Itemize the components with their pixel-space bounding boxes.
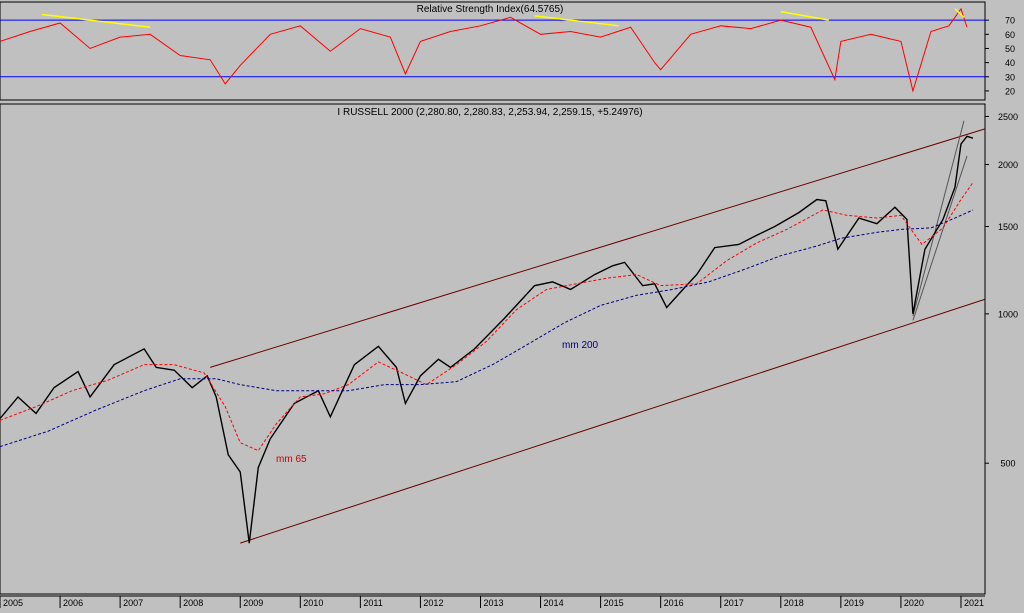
price-lines bbox=[0, 120, 986, 544]
x-tick-label: 2021 bbox=[964, 598, 984, 608]
x-tick-label: 2011 bbox=[363, 598, 382, 608]
price-panel-frame bbox=[0, 103, 986, 595]
x-tick-label: 2018 bbox=[784, 598, 804, 608]
annotation-mm200: mm 200 bbox=[562, 340, 599, 351]
x-tick-label: 2008 bbox=[183, 598, 203, 608]
mm65-line bbox=[0, 182, 974, 452]
trend-line bbox=[912, 155, 968, 321]
x-tick-label: 2016 bbox=[664, 598, 684, 608]
rsi-panel-frame bbox=[0, 1, 986, 101]
rsi-y-axis: 20 30 40 50 60 70 bbox=[985, 16, 1015, 96]
rsi-y-tick-label: 30 bbox=[1005, 72, 1015, 82]
rsi-series bbox=[0, 7, 968, 93]
mm200-line bbox=[0, 209, 974, 448]
price-y-tick-label: 500 bbox=[1000, 459, 1015, 469]
x-tick-label: 2007 bbox=[123, 598, 143, 608]
x-tick-label: 2020 bbox=[904, 598, 924, 608]
x-axis: 2005 2006 2007 2008 2009 2010 2011 2012 2013 2014… bbox=[0, 596, 984, 608]
rsi-title: Relative Strength Index(64.5765) bbox=[417, 4, 564, 15]
x-tick-label: 2013 bbox=[483, 598, 503, 608]
x-tick-label: 2009 bbox=[243, 598, 263, 608]
rsi-divergence-line bbox=[41, 13, 151, 28]
price-y-tick-label: 1500 bbox=[998, 222, 1018, 232]
price-y-axis: 500 1000 1500 2000 2500 bbox=[985, 112, 1018, 469]
rsi-y-tick-label: 40 bbox=[1005, 58, 1015, 68]
rsi-divergence-line bbox=[954, 8, 965, 18]
x-tick-label: 2012 bbox=[423, 598, 443, 608]
price-y-tick-label: 2000 bbox=[998, 160, 1018, 170]
channel-line bbox=[210, 128, 986, 368]
rsi-y-tick-label: 50 bbox=[1005, 44, 1015, 54]
annotation-mm65: mm 65 bbox=[276, 454, 307, 465]
x-tick-label: 2010 bbox=[303, 598, 323, 608]
rsi-line bbox=[0, 7, 968, 93]
rsi-divergence-line bbox=[534, 15, 619, 27]
price-line bbox=[0, 135, 974, 544]
x-tick-label: 2014 bbox=[544, 598, 564, 608]
x-tick-label: 2015 bbox=[604, 598, 624, 608]
rsi-y-tick-label: 60 bbox=[1005, 30, 1015, 40]
channel-line bbox=[240, 298, 986, 544]
rsi-divergence-line bbox=[780, 10, 829, 21]
trend-line bbox=[912, 120, 965, 317]
rsi-grid bbox=[0, 19, 985, 78]
x-tick-label: 2006 bbox=[63, 598, 83, 608]
price-y-tick-label: 1000 bbox=[998, 309, 1018, 319]
price-title: I RUSSELL 2000 (2,280.80, 2,280.83, 2,25… bbox=[337, 107, 642, 118]
price-y-tick-label: 2500 bbox=[998, 112, 1018, 122]
x-tick-label: 2019 bbox=[844, 598, 864, 608]
rsi-y-tick-label: 70 bbox=[1005, 16, 1015, 26]
x-tick-label: 2017 bbox=[724, 598, 744, 608]
x-tick-label: 2005 bbox=[3, 598, 23, 608]
rsi-y-tick-label: 20 bbox=[1005, 86, 1015, 96]
